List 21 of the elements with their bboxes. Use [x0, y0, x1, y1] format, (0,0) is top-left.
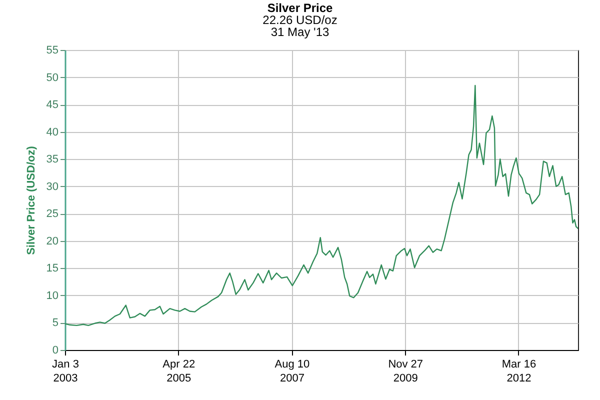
y-tick-label: 50 — [46, 72, 58, 84]
chart-subtitle: 22.26 USD/oz 31 May '13 — [262, 13, 338, 39]
x-tick-label: Jan 3 2003 — [52, 358, 79, 384]
x-tick-label: Apr 22 2005 — [162, 358, 196, 384]
y-tick-label: 0 — [52, 344, 58, 356]
line-series — [65, 84, 578, 326]
x-tick-label: Mar 16 2012 — [502, 358, 536, 384]
x-tick-label: Nov 27 2009 — [388, 358, 424, 384]
y-tick-label: 5 — [52, 317, 58, 330]
chart-title: Silver Price — [267, 1, 334, 15]
y-tick-label: 45 — [46, 99, 58, 112]
y-axis-title: Silver Price (USD/oz) — [25, 146, 38, 255]
x-tick-label: Aug 10 2007 — [274, 358, 310, 384]
y-tick-label: 40 — [46, 126, 58, 138]
y-tick-label: 20 — [46, 235, 58, 248]
y-tick-label: 35 — [46, 154, 58, 166]
y-tick-label: 15 — [46, 262, 58, 275]
y-tick-label: 55 — [46, 44, 58, 56]
y-tick-label: 25 — [46, 208, 58, 220]
y-tick-label: 10 — [46, 290, 58, 302]
y-tick-label: 30 — [46, 180, 58, 193]
